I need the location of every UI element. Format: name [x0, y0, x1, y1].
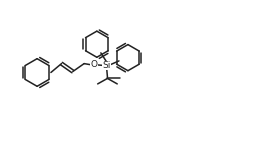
Text: O: O [90, 60, 97, 69]
Text: Si: Si [103, 61, 111, 70]
